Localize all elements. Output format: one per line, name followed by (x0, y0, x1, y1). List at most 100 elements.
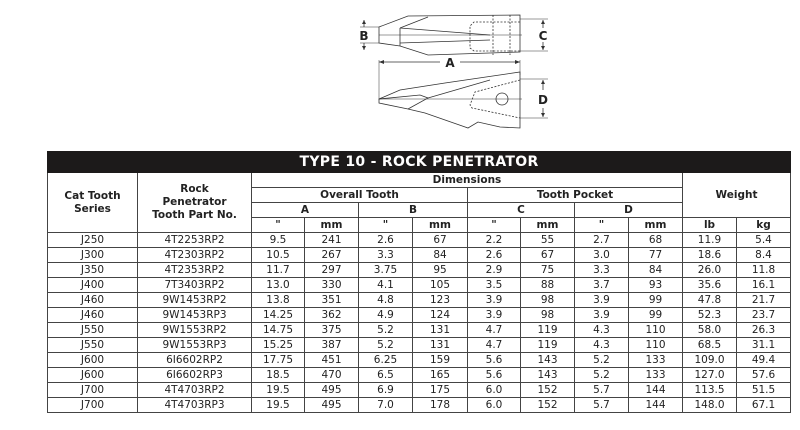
table-row: J600 6I6602RP2 17.75 451 6.25 159 5.6 143 5.2 133… (47, 352, 792, 368)
label-d: D (538, 93, 548, 107)
table-cell: 93 (628, 277, 683, 293)
table-cell: 57.6 (735, 367, 792, 383)
table-cell: 67 (520, 247, 575, 263)
table-row: J550 9W1553RP2 14.75 375 5.2 131 4.7 119 4.3 110 5… (47, 322, 792, 338)
table-cell: 95 (412, 262, 468, 278)
table-cell: 98 (520, 292, 575, 308)
table-cell: J350 (47, 262, 138, 278)
table-cell: 14.75 (251, 322, 305, 338)
table-cell: 6I6602RP3 (137, 367, 252, 383)
table-cell: 26.0 (682, 262, 737, 278)
table-cell: 144 (628, 382, 683, 398)
table-cell: 7.0 (358, 397, 413, 413)
unit-header: kg (735, 217, 792, 233)
table-cell: 4.7 (467, 322, 521, 338)
table-cell: 68 (628, 232, 683, 248)
label-c: C (539, 29, 548, 43)
table-cell: 9W1453RP2 (137, 292, 252, 308)
tooth-dimension-diagram: B C A D (359, 14, 548, 129)
table-cell: 2.2 (467, 232, 521, 248)
unit-header: " (251, 217, 305, 233)
table-cell: 35.6 (682, 277, 737, 293)
table-cell: 67.1 (735, 397, 792, 413)
table-cell: 68.5 (682, 337, 737, 353)
table-cell: 131 (412, 322, 468, 338)
table-cell: 11.9 (682, 232, 737, 248)
table-cell: 4.9 (358, 307, 413, 323)
header-c: C (467, 202, 575, 218)
table-cell: 3.9 (574, 292, 629, 308)
table-cell: 113.5 (682, 382, 737, 398)
table-row: J460 9W1453RP2 13.8 351 4.8 123 3.9 98 3.9 99 47.8… (47, 292, 792, 308)
table-cell: 451 (304, 352, 359, 368)
table-cell: 23.7 (735, 307, 792, 323)
table-cell: J460 (47, 307, 138, 323)
table-row: J700 4T4703RP3 19.5 495 7.0 178 6.0 152 5.7 144 14… (47, 397, 792, 413)
table-cell: 4.7 (467, 337, 521, 353)
header-tooth-pocket: Tooth Pocket (467, 187, 683, 203)
table-cell: 3.9 (467, 292, 521, 308)
table-row: J460 9W1453RP3 14.25 362 4.9 124 3.9 98 3.9 99 52.… (47, 307, 792, 323)
table-cell: 470 (304, 367, 359, 383)
table-cell: 26.3 (735, 322, 792, 338)
header-b: B (358, 202, 468, 218)
table-cell: 3.7 (574, 277, 629, 293)
table-cell: 99 (628, 292, 683, 308)
table-cell: 77 (628, 247, 683, 263)
table-cell: 31.1 (735, 337, 792, 353)
table-cell: 67 (412, 232, 468, 248)
table-cell: 119 (520, 337, 575, 353)
table-cell: 6I6602RP2 (137, 352, 252, 368)
rock-penetrator-table: TYPE 10 - ROCK PENETRATOR Cat Tooth Seri… (46, 151, 792, 413)
table-cell: 110 (628, 337, 683, 353)
table-cell: 4T2253RP2 (137, 232, 252, 248)
header-weight: Weight (681, 172, 792, 218)
table-cell: 148.0 (682, 397, 737, 413)
table-row: J300 4T2303RP2 10.5 267 3.3 84 2.6 67 3.0 77 18.6 8… (47, 247, 792, 263)
table-cell: 351 (304, 292, 359, 308)
unit-header: lb (682, 217, 737, 233)
table-cell: 4T4703RP2 (137, 382, 252, 398)
table-cell: 119 (520, 322, 575, 338)
table-cell: 9W1553RP3 (137, 337, 252, 353)
table-cell: 5.2 (358, 337, 413, 353)
table-cell: 3.5 (467, 277, 521, 293)
table-cell: 58.0 (682, 322, 737, 338)
table-cell: 9W1553RP2 (137, 322, 252, 338)
table-cell: J550 (47, 337, 138, 353)
table-cell: J600 (47, 367, 138, 383)
label-b: B (359, 29, 368, 43)
table-cell: 387 (304, 337, 359, 353)
table-cell: 4.1 (358, 277, 413, 293)
table-cell: 123 (412, 292, 468, 308)
table-cell: 3.75 (358, 262, 413, 278)
table-cell: 6.25 (358, 352, 413, 368)
table-cell: 5.2 (574, 367, 629, 383)
table-cell: 49.4 (735, 352, 792, 368)
table-cell: 18.6 (682, 247, 737, 263)
table-cell: 375 (304, 322, 359, 338)
table-cell: 8.4 (735, 247, 792, 263)
table-cell: J400 (47, 277, 138, 293)
table-cell: 5.7 (574, 382, 629, 398)
table-cell: 4T4703RP3 (137, 397, 252, 413)
table-cell: 144 (628, 397, 683, 413)
table-row: J250 4T2253RP2 9.5 241 2.6 67 2.2 55 2.7 68 11.9 5.… (47, 232, 792, 248)
table-title: TYPE 10 - ROCK PENETRATOR (46, 151, 792, 173)
unit-header: mm (520, 217, 575, 233)
table-cell: 9.5 (251, 232, 305, 248)
table-cell: 110 (628, 322, 683, 338)
table-cell: 13.0 (251, 277, 305, 293)
table-cell: 7T3403RP2 (137, 277, 252, 293)
table-cell: 152 (520, 382, 575, 398)
header-d: D (574, 202, 683, 218)
table-cell: J250 (47, 232, 138, 248)
table-cell: 5.2 (574, 352, 629, 368)
table-cell: 133 (628, 367, 683, 383)
table-cell: 127.0 (682, 367, 737, 383)
table-cell: 5.6 (467, 367, 521, 383)
table-cell: 143 (520, 352, 575, 368)
table-cell: J550 (47, 322, 138, 338)
table-row: J700 4T4703RP2 19.5 495 6.9 175 6.0 152 5.7 144 11… (47, 382, 792, 398)
table-cell: 10.5 (251, 247, 305, 263)
